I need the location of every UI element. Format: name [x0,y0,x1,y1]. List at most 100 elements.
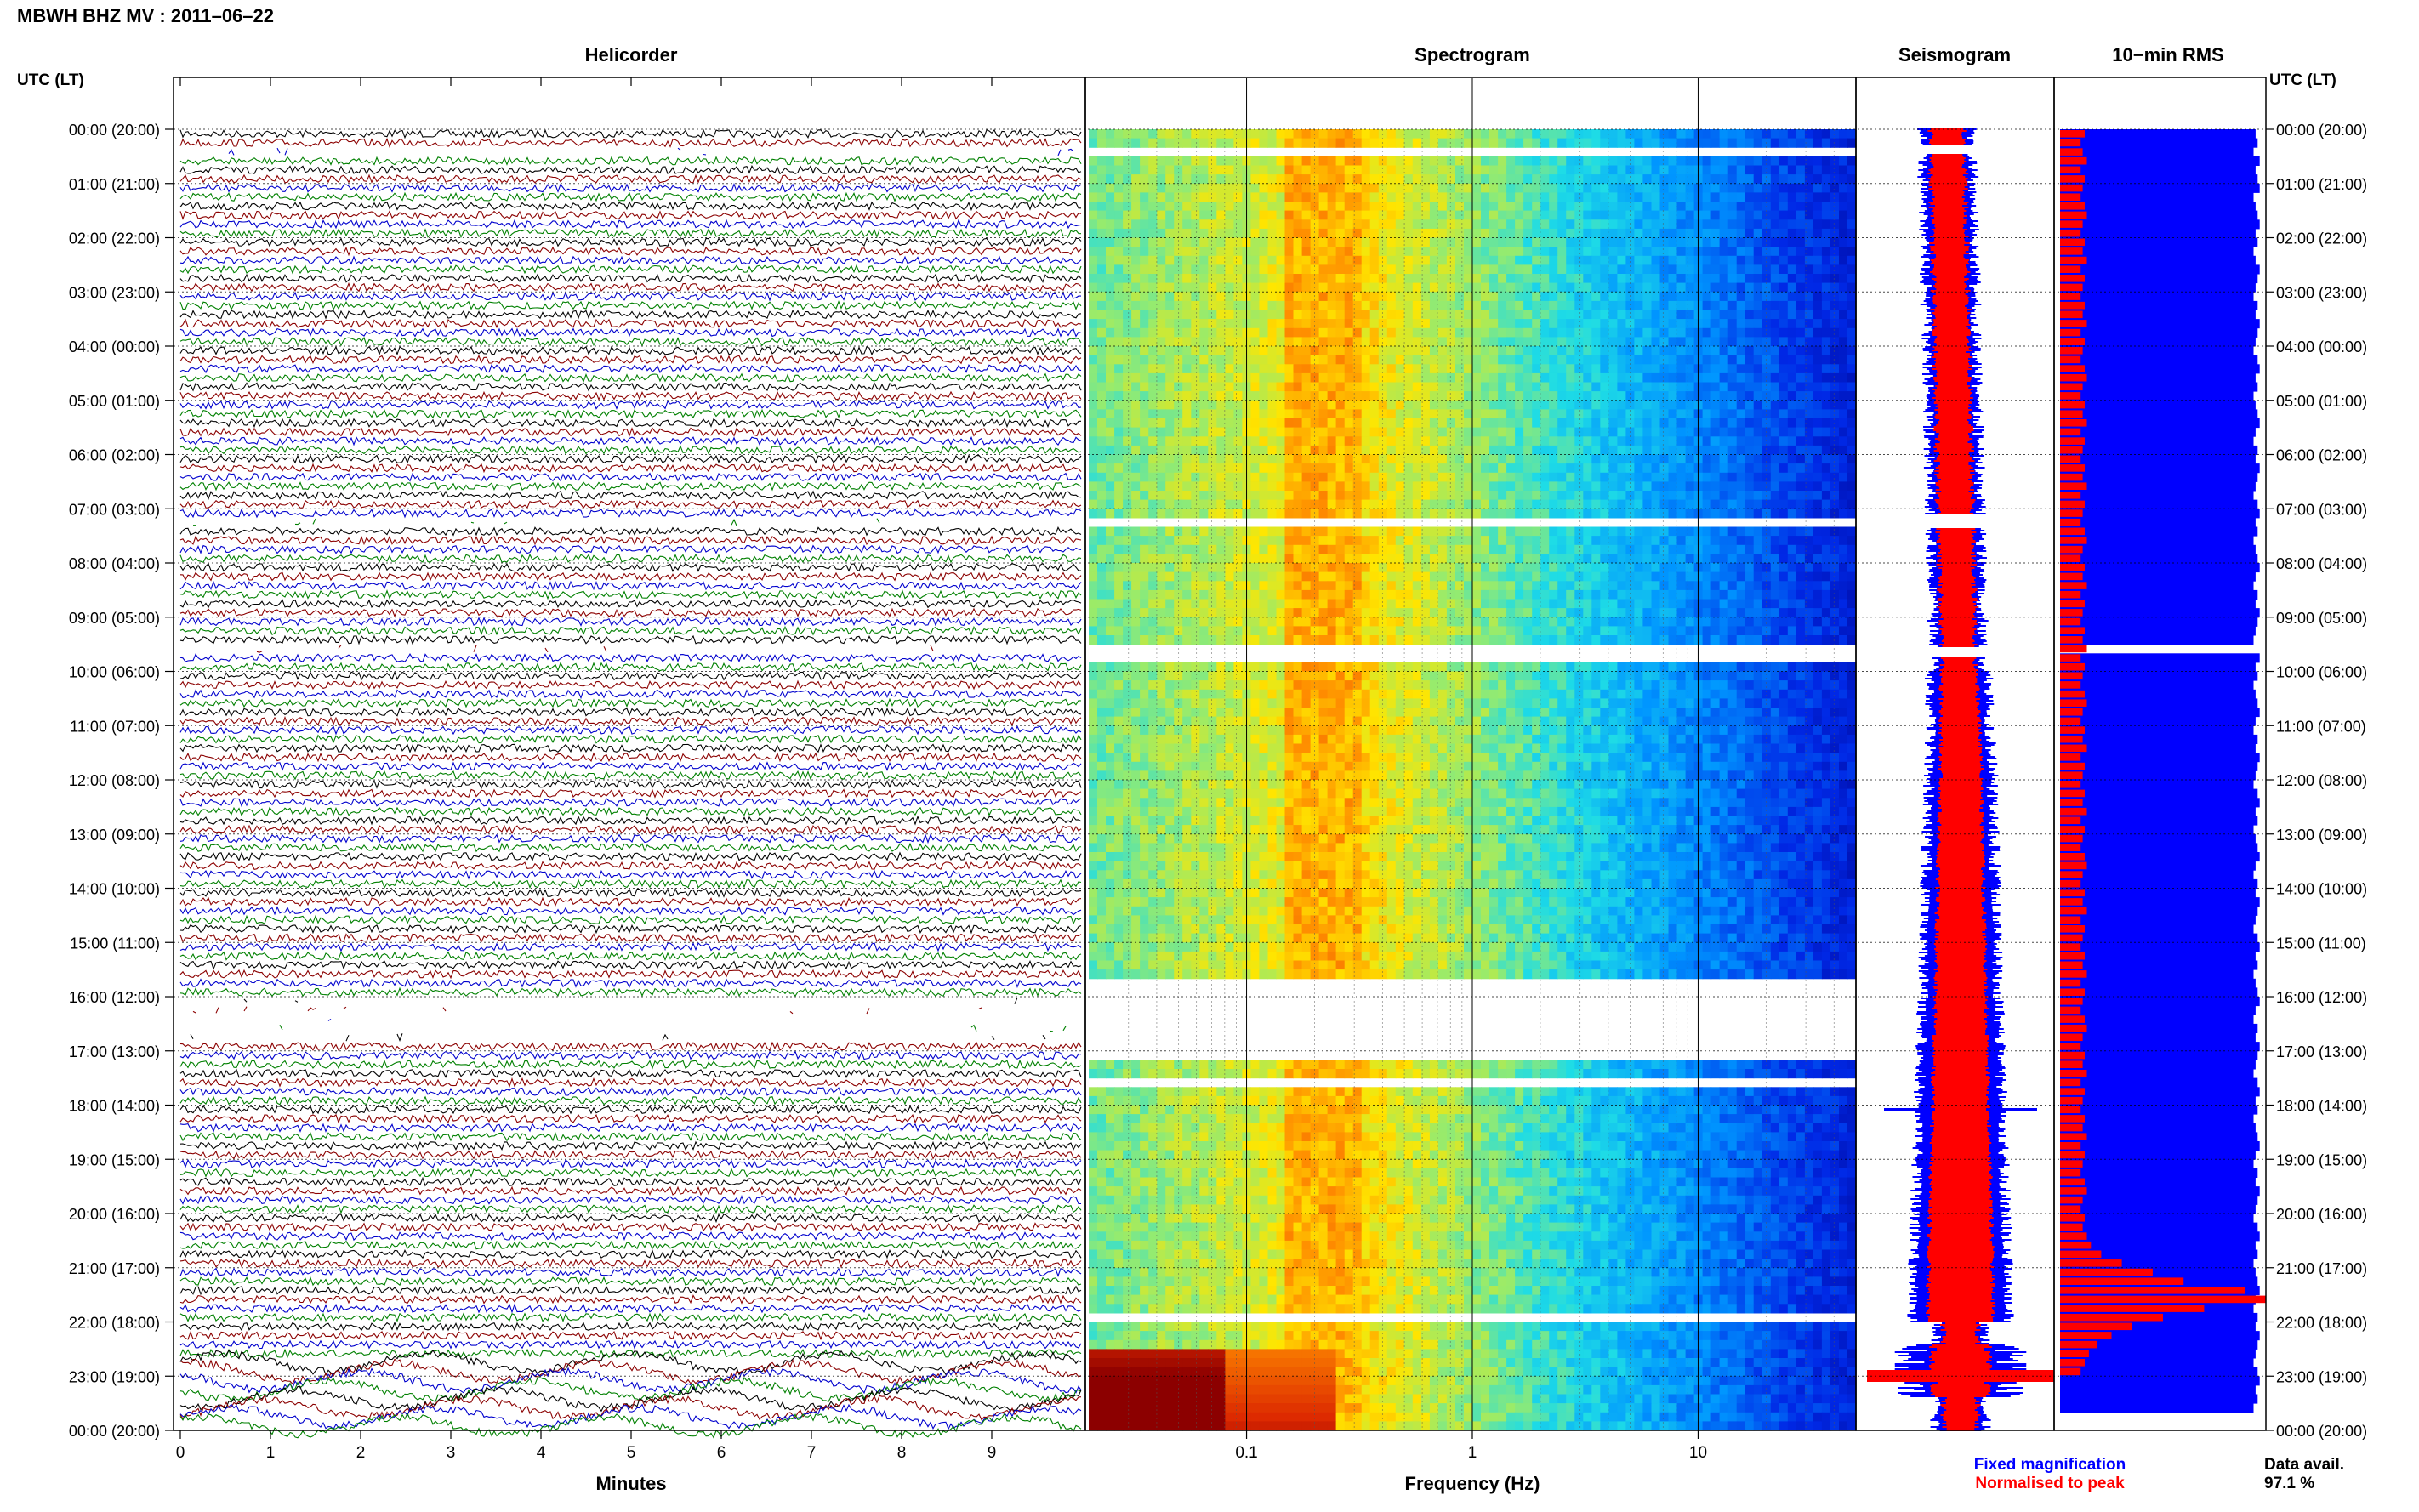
spectrogram-cell [1779,418,1789,429]
spectrogram-cell [1839,337,1848,347]
spectrogram-cell [1745,400,1755,410]
spectrogram-cell [1762,337,1772,347]
spectrogram-cell [1634,536,1643,546]
spectrogram-cell [1787,219,1797,230]
spectrogram-cell [1557,563,1567,573]
spectrogram-cell [1591,626,1601,636]
spectrogram-cell [1642,509,1652,519]
spectrogram-cell [1608,391,1618,401]
spectrogram-cell [1455,391,1465,401]
spectrogram-cell [1123,626,1132,636]
spectrogram-cell [1420,436,1431,446]
helicorder-trace [179,1041,1082,1052]
helicorder-trace [179,1276,1082,1287]
spectrogram-cell [1429,255,1439,265]
spectrogram-cell [1727,282,1738,293]
spectrogram-cell [1284,418,1295,429]
spectrogram-cell [1148,300,1158,311]
spectrogram-cell [1301,237,1312,247]
spectrogram-cell [1293,599,1303,609]
spectrogram-cell [1549,310,1558,320]
spectrogram-cell [1335,228,1346,239]
spectrogram-cell [1089,608,1098,618]
helicorder-trace [179,1358,1082,1385]
spectrogram-cell [1352,481,1363,492]
spectrogram-cell [1191,544,1200,554]
spectrogram-cell [1352,626,1363,636]
spectrogram-cell [1506,571,1516,582]
spectrogram-cell [1106,192,1115,202]
spectrogram-cell [1549,156,1558,167]
spectrogram-cell [1770,608,1780,618]
spectrogram-cell [1745,436,1755,446]
spectrogram-cell [1310,563,1320,573]
spectrogram-cell [1727,563,1738,573]
spectrogram-cell [1301,391,1312,401]
spectrogram-cell [1515,617,1524,627]
spectrogram-cell [1191,310,1200,320]
spectrogram-cell [1174,400,1183,410]
spectrogram-cell [1506,481,1516,492]
spectrogram-cell [1753,264,1763,275]
spectrogram-cell [1216,202,1226,212]
spectrogram-cell [1327,563,1337,573]
spectrogram-cell [1464,156,1473,167]
spectrogram-cell [1549,255,1558,265]
spectrogram-cell [1787,292,1797,302]
spectrogram-cell [1412,418,1422,429]
spectrogram-cell [1600,391,1609,401]
spectrogram-cell [1369,499,1380,509]
spectrogram-cell [1386,346,1397,356]
spectrogram-cell [1199,571,1209,582]
spectrogram-cell [1361,327,1371,338]
spectrogram-cell [1796,454,1806,464]
spectrogram-cell [1804,282,1814,293]
spectrogram-cell [1762,138,1772,148]
spectrogram-cell [1710,436,1721,446]
spectrogram-cell [1250,165,1260,175]
spectrogram-cell [1327,138,1337,148]
spectrogram-cell [1574,228,1584,239]
spectrogram-cell [1225,372,1234,384]
spectrogram-cell [1097,436,1107,446]
spectrogram-cell [1369,481,1380,492]
spectrogram-cell [1233,418,1243,429]
spectrogram-cell [1600,400,1609,410]
spectrogram-cell [1182,300,1192,311]
spectrogram-cell [1174,327,1183,338]
spectrogram-cell [1566,247,1575,257]
spectrogram-cell [1335,409,1346,419]
spectrogram-cell [1123,219,1132,230]
spectrogram-cell [1369,427,1380,437]
spectrogram-cell [1106,599,1115,609]
spectrogram-cell [1318,364,1329,374]
spectrogram-cell [1437,581,1448,591]
helicorder-trace [179,562,1081,573]
spectrogram-cell [1702,319,1712,329]
spectrogram-cell [1506,509,1516,519]
spectrogram-cell [1157,319,1166,329]
spectrogram-cell [1225,400,1234,410]
spectrogram-cell [1097,219,1107,230]
spectrogram-cell [1779,156,1789,167]
spectrogram-cell [1515,391,1524,401]
spectrogram-cell [1600,174,1609,185]
spectrogram-cell [1106,481,1115,492]
spectrogram-cell [1710,581,1721,591]
spectrogram-cell [1293,571,1303,582]
spectrogram-cell [1437,364,1448,374]
spectrogram-cell [1515,210,1524,220]
spectrogram-cell [1574,472,1584,482]
spectrogram-cell [1429,445,1439,456]
spectrogram-cell [1464,247,1473,257]
spectrogram-cell [1668,454,1678,464]
spectrogram-cell [1676,599,1687,609]
spectrogram-cell [1148,599,1158,609]
spectrogram-cell [1515,202,1524,212]
spectrogram-cell [1600,608,1609,618]
spectrogram-cell [1106,156,1115,167]
spectrogram-cell [1847,454,1857,464]
spectrogram-cell [1293,337,1303,347]
spectrogram-cell [1506,319,1516,329]
spectrogram-cell [1668,228,1678,239]
